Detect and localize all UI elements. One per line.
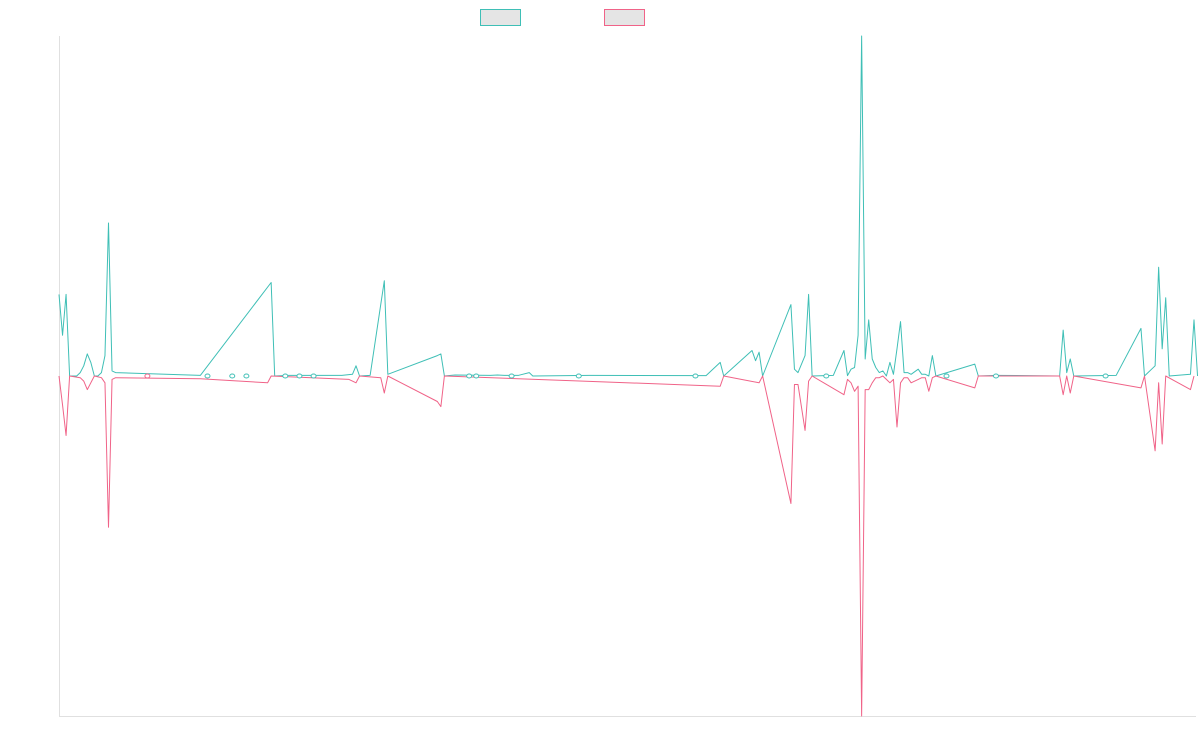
data-point-marker[interactable]	[575, 373, 582, 379]
plot-area	[58, 35, 1199, 717]
series-line-1[interactable]	[58, 35, 1199, 377]
data-point-marker[interactable]	[204, 373, 211, 379]
data-point-marker[interactable]	[282, 373, 289, 379]
legend	[480, 9, 645, 26]
series-layer	[58, 35, 1199, 717]
data-point-marker[interactable]	[508, 373, 515, 379]
data-point-marker[interactable]	[823, 373, 830, 379]
data-point-marker[interactable]	[229, 373, 236, 379]
data-point-marker[interactable]	[310, 373, 317, 379]
data-point-marker[interactable]	[473, 373, 480, 379]
data-point-marker[interactable]	[466, 373, 473, 379]
data-point-marker[interactable]	[992, 373, 999, 379]
data-point-marker[interactable]	[144, 373, 151, 379]
data-point-marker[interactable]	[243, 373, 250, 379]
data-point-marker[interactable]	[692, 373, 699, 379]
data-point-marker[interactable]	[1102, 373, 1109, 379]
series-line-2[interactable]	[58, 375, 1195, 717]
data-point-marker[interactable]	[943, 373, 950, 379]
marker-layer	[144, 373, 1109, 379]
data-point-marker[interactable]	[296, 373, 303, 379]
legend-swatch-series-2[interactable]	[604, 9, 645, 26]
legend-swatch-series-1[interactable]	[480, 9, 521, 26]
